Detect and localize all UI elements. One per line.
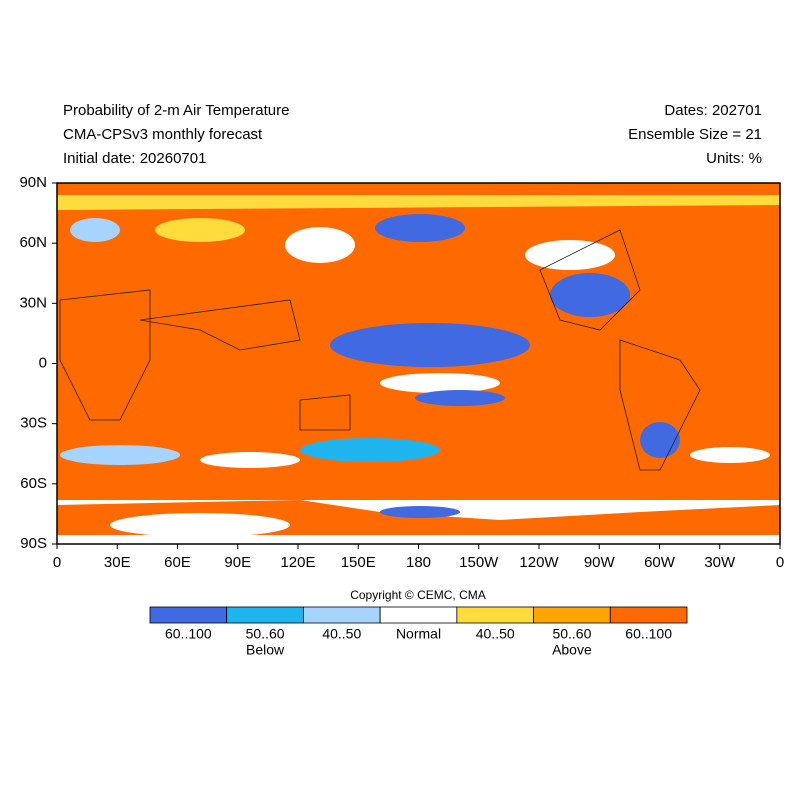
southern-normal — [60, 445, 180, 465]
lat-label: 60S — [20, 475, 47, 492]
lon-label: 60W — [644, 554, 676, 571]
legend-label: 60..100 — [165, 626, 212, 642]
legend-swatch — [456, 606, 534, 624]
info-line: Dates: 202701 — [664, 102, 762, 119]
info-line: Units: % — [706, 150, 762, 167]
axes: 90N 60N 30N 0 30S 60S 90S 0 30E 60E 90E 120E 150E 180… — [19, 174, 784, 571]
legend-label: 60..100 — [625, 626, 672, 642]
lon-label: 30E — [104, 554, 131, 571]
legend-swatch — [533, 606, 611, 624]
lon-label: 0 — [776, 554, 784, 571]
map — [57, 183, 780, 544]
lon-label: 30W — [704, 554, 736, 571]
southern-normal — [200, 452, 300, 468]
arctic-band — [57, 195, 780, 210]
lon-label: 180 — [406, 554, 431, 571]
lon-label: 60E — [164, 554, 191, 571]
siberia-anomaly — [375, 214, 465, 242]
lon-label: 90E — [224, 554, 251, 571]
lat-label: 60N — [19, 234, 47, 251]
title-line: Initial date: 20260701 — [63, 150, 206, 167]
header: Probability of 2-m Air Temperature CMA-C… — [63, 102, 762, 167]
legend-swatch — [226, 606, 304, 624]
southern-normal — [690, 447, 770, 463]
southern-normal — [300, 438, 440, 462]
title-line: Probability of 2-m Air Temperature — [63, 102, 290, 119]
lon-label: 0 — [53, 554, 61, 571]
lon-label: 120W — [519, 554, 559, 571]
legend-swatch — [379, 606, 458, 624]
legend-swatch — [303, 606, 381, 624]
samerica-anomaly — [640, 422, 680, 458]
pacific-anomaly — [330, 323, 530, 367]
europe-normal — [70, 218, 120, 242]
legend-group: Above — [552, 642, 592, 658]
legend-swatch — [149, 606, 228, 624]
asia-normal — [285, 227, 355, 263]
legend-label: Normal — [396, 626, 441, 642]
legend-label: 40..50 — [476, 626, 515, 642]
eurasia-above — [155, 218, 245, 242]
lat-label: 30S — [20, 415, 47, 432]
namerica-anomaly — [550, 273, 630, 317]
copyright: Copyright © CEMC, CMA — [350, 588, 486, 602]
lon-label: 150E — [341, 554, 376, 571]
title-line: CMA-CPSv3 monthly forecast — [63, 126, 263, 143]
legend-label: 40..50 — [322, 626, 361, 642]
coastline — [59, 229, 701, 471]
legend: 60..100 50..60 40..50 Normal 40..50 50..60 60.… — [149, 606, 688, 658]
pacific-normal — [380, 373, 500, 393]
legend-label: 50..60 — [552, 626, 591, 642]
lon-label: 120E — [280, 554, 315, 571]
legend-swatch — [609, 606, 688, 624]
antarctic-normal — [110, 513, 290, 537]
lat-label: 30N — [19, 294, 47, 311]
legend-label: 50..60 — [246, 626, 285, 642]
pacific-anomaly — [415, 390, 505, 406]
lon-label: 150W — [459, 554, 499, 571]
antarctic-anomaly — [380, 506, 460, 518]
lat-label: 90S — [20, 535, 47, 552]
legend-group: Below — [246, 642, 285, 658]
lat-label: 0 — [39, 354, 47, 371]
lon-label: 90W — [584, 554, 616, 571]
info-line: Ensemble Size = 21 — [628, 126, 762, 143]
lat-label: 90N — [19, 174, 47, 191]
